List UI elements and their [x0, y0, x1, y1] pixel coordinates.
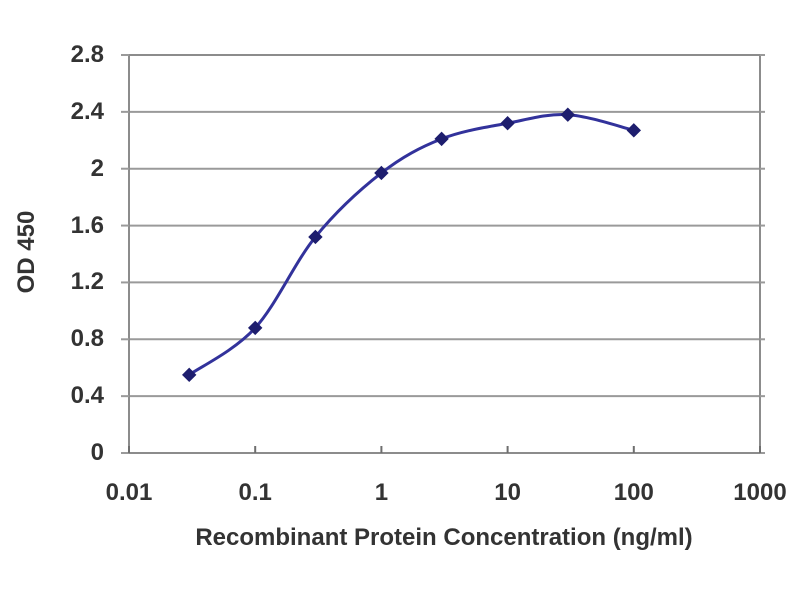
data-point-marker [308, 229, 323, 245]
data-point-marker [626, 123, 642, 138]
y-axis-title: OD 450 [13, 210, 40, 294]
data-point-marker [560, 107, 576, 122]
data-point-marker [182, 367, 197, 383]
y-tick-label: 0.4 [70, 382, 104, 410]
y-tick-label: 1.6 [70, 211, 104, 239]
y-tick-label: 2.8 [70, 41, 104, 68]
y-tick-label: 1.2 [70, 268, 104, 296]
x-tick-label: 10 [494, 479, 521, 506]
data-point-marker [247, 320, 263, 336]
y-tick-label: 0 [90, 439, 104, 466]
x-tick-label: 0.1 [238, 479, 272, 506]
x-tick-label: 1 [374, 479, 389, 506]
data-point-marker [374, 165, 389, 181]
data-point-marker [434, 131, 449, 147]
x-tick-label: 100 [613, 479, 654, 506]
y-tick-label: 2 [90, 154, 104, 182]
series-line [188, 113, 635, 377]
y-tick-label: 0.8 [70, 325, 104, 353]
plot-border [128, 54, 761, 454]
y-tick-label: 2.4 [70, 97, 104, 125]
x-tick-label: 0.01 [105, 479, 153, 506]
data-point-marker [500, 116, 515, 131]
x-axis-title: Recombinant Protein Concentration (ng/ml… [195, 524, 693, 551]
x-tick-label: 1000 [733, 479, 787, 506]
